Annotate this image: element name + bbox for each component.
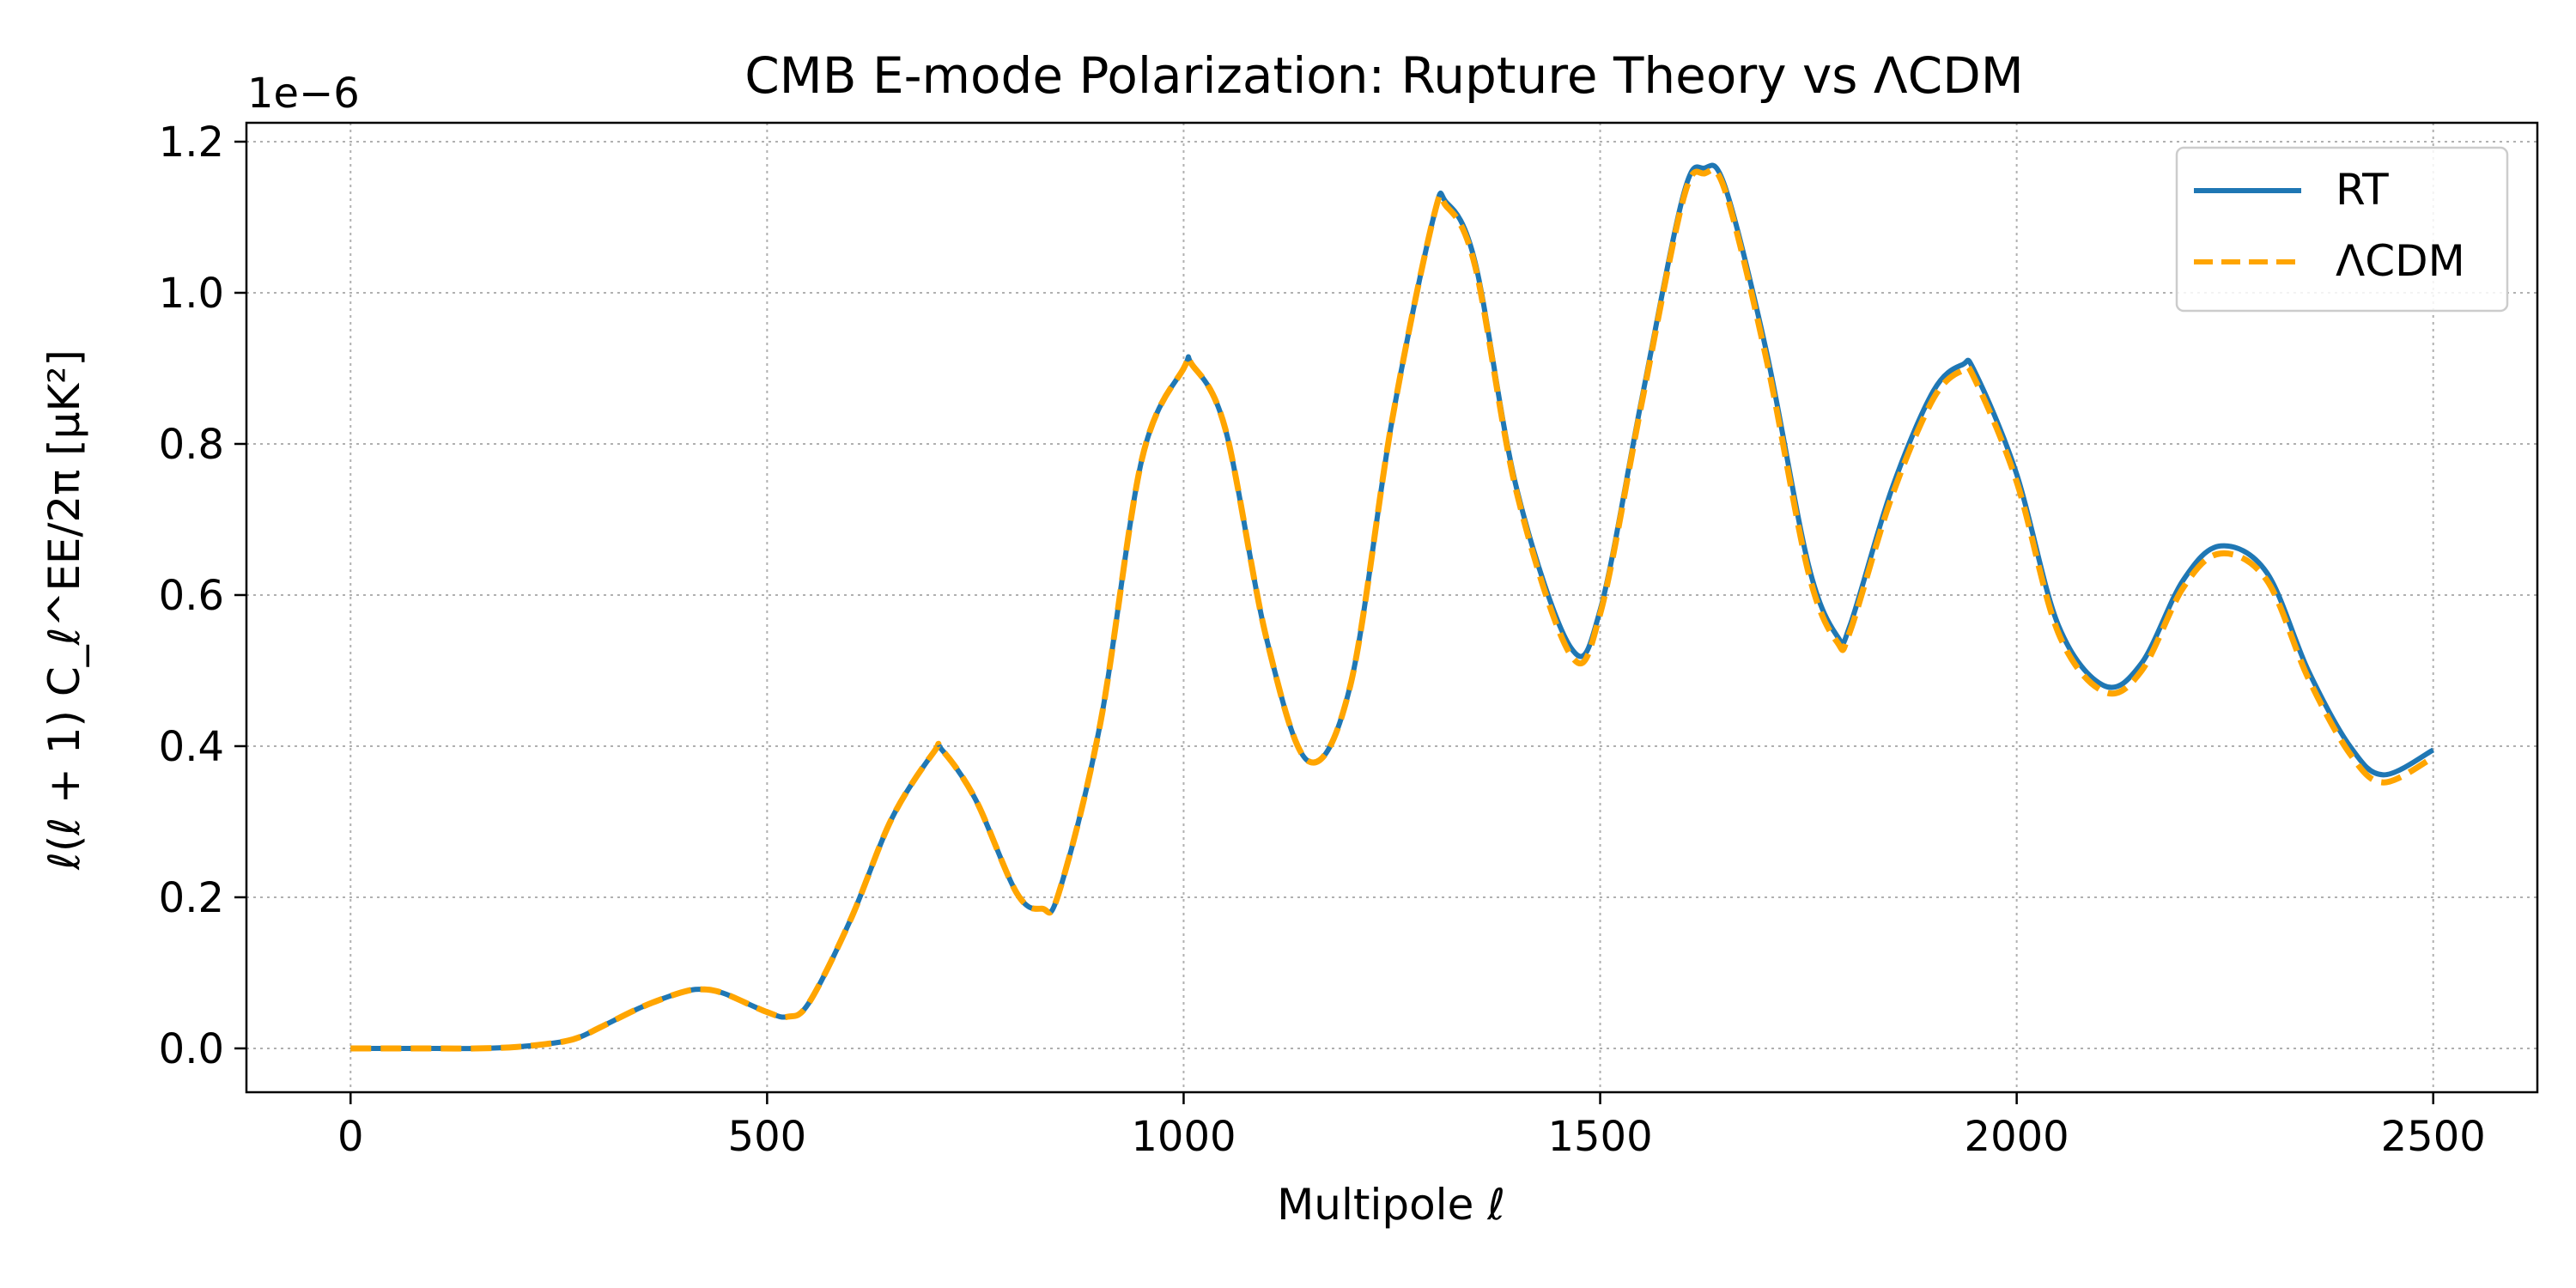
legend-label-rt: RT [2336,165,2389,215]
x-tick-label: 1500 [1547,1113,1652,1161]
x-tick-label: 2000 [1965,1113,2069,1161]
y-offset-label: 1e−6 [247,70,360,118]
y-tick-label: 1.0 [159,270,224,318]
series-line-lcdm [350,167,2435,1052]
y-tick-label: 0.8 [159,421,224,469]
y-tick-label: 0.2 [159,874,224,922]
y-tick-label: 0.0 [159,1025,224,1073]
ticks: 0 500 1000 1500 2000 2500 0.0 0.2 0.4 0.6 0.8 1.0 1.… [159,118,2486,1161]
x-tick-label: 1000 [1131,1113,1236,1161]
legend: RT ΛCDM [2175,146,2509,313]
series-line-rt [350,162,2435,1052]
x-tick-label: 2500 [2381,1113,2486,1161]
y-tick-label: 0.6 [159,572,224,620]
legend-label-lcdm: ΛCDM [2336,236,2465,286]
x-tick-label: 500 [728,1113,807,1161]
y-tick-label: 1.2 [159,118,224,167]
y-axis-label: ℓ(ℓ + 1) C_ℓ^EE/2π [μK²] [39,349,89,871]
chart-title: CMB E-mode Polarization: Rupture Theory … [744,46,2024,105]
y-tick-label: 0.4 [159,723,224,771]
plot-frame [245,121,2539,1094]
x-axis-label: Multipole ℓ [1277,1180,1505,1230]
x-tick-label: 0 [337,1113,364,1161]
series-layer [350,162,2435,1052]
